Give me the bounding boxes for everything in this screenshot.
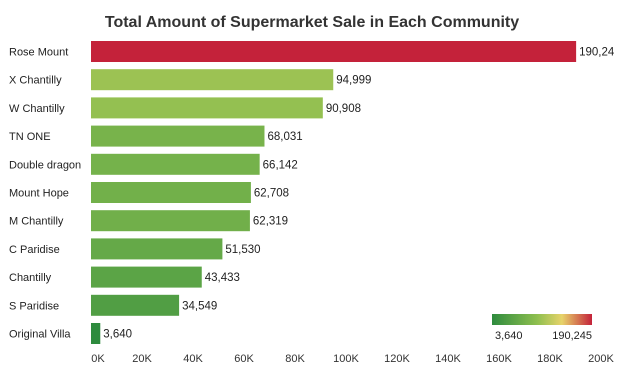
x-tick-label: 20K	[132, 353, 152, 365]
bar-value-label: 94,999	[336, 75, 371, 87]
color-legend: 3,640 190,245	[492, 314, 592, 342]
bar	[91, 97, 323, 119]
category-label: Original Villa	[9, 329, 71, 341]
x-tick-label: 100K	[333, 353, 359, 365]
x-tick-label: 140K	[435, 353, 461, 365]
x-tick-label: 180K	[537, 353, 563, 365]
category-label: TN ONE	[9, 131, 51, 143]
bar	[91, 69, 334, 91]
bar-value-label: 51,530	[225, 244, 260, 256]
bar	[91, 210, 250, 232]
x-tick-label: 160K	[486, 353, 512, 365]
bar-value-label: 90,908	[326, 103, 361, 115]
bar-value-label: 3,640	[103, 329, 132, 341]
bar-value-label: 62,708	[254, 188, 289, 200]
bar	[91, 266, 202, 288]
category-label: Double dragon	[9, 159, 81, 171]
bar-value-label: 68,031	[267, 131, 302, 143]
bar	[91, 238, 223, 260]
chart-title: Total Amount of Supermarket Sale in Each…	[105, 14, 519, 31]
color-legend-max-label: 190,245	[552, 330, 592, 342]
x-tick-label: 80K	[285, 353, 305, 365]
bar	[91, 323, 101, 344]
color-legend-min-label: 3,640	[495, 330, 523, 342]
x-tick-label: 60K	[234, 353, 254, 365]
bar	[91, 125, 265, 147]
bar-value-label: 190,24	[579, 47, 615, 59]
category-label: S Paridise	[9, 300, 59, 312]
category-label: W Chantilly	[9, 103, 65, 115]
x-tick-label: 40K	[183, 353, 203, 365]
color-legend-bar	[492, 314, 592, 325]
category-label: M Chantilly	[9, 216, 64, 228]
x-axis-ticks: 0K 20K 40K 60K 80K 100K 120K 140K 160K 180K 200K	[91, 353, 614, 365]
category-label: Rose Mount	[9, 47, 68, 59]
x-tick-label: 120K	[384, 353, 410, 365]
category-label: C Paridise	[9, 244, 60, 256]
bar	[91, 182, 251, 203]
category-label: Chantilly	[9, 272, 52, 284]
x-tick-label: 0K	[91, 353, 105, 365]
bar	[91, 294, 180, 316]
bar-value-label: 34,549	[182, 300, 217, 312]
x-tick-label: 200K	[588, 353, 614, 365]
bar-value-label: 43,433	[205, 272, 240, 284]
bar	[91, 41, 577, 62]
category-label: Mount Hope	[9, 188, 69, 200]
bar-value-label: 62,319	[253, 216, 288, 228]
bar-value-label: 66,142	[263, 159, 298, 171]
bar	[91, 153, 260, 175]
category-label: X Chantilly	[9, 75, 62, 87]
bars-group: Rose Mount 190,24 X Chantilly 94,999 W Chant…	[9, 41, 615, 344]
